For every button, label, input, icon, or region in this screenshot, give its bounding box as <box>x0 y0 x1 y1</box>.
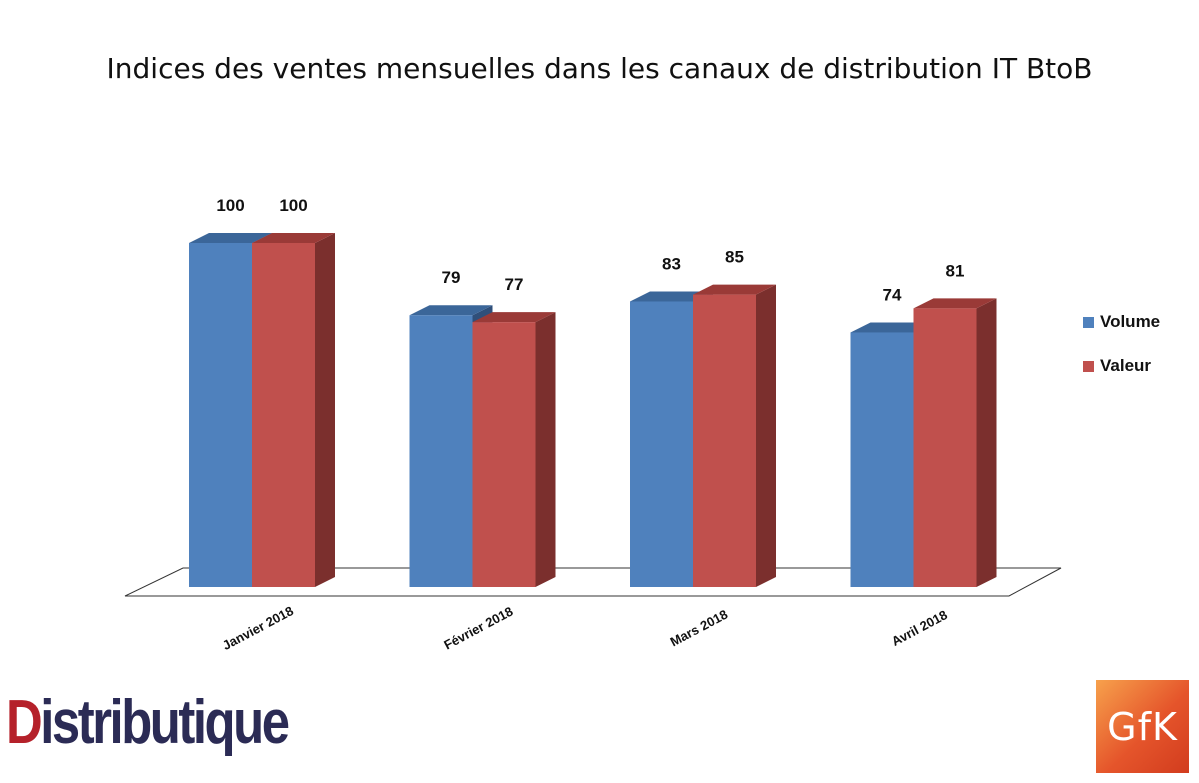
chart-title: Indices des ventes mensuelles dans les c… <box>106 52 1093 85</box>
x-tick-label: Février 2018 <box>441 604 515 653</box>
gfk-logo: GfK <box>1096 680 1189 773</box>
bar-valeur-3 <box>693 284 776 587</box>
data-label-volume-2: 79 <box>442 268 461 287</box>
bar-valeur-1 <box>252 233 335 587</box>
chart-legend: Volume Valeur <box>1083 300 1160 388</box>
legend-label: Valeur <box>1100 356 1152 375</box>
bar-valeur-4 <box>913 298 997 587</box>
data-label-volume-3: 83 <box>662 254 681 273</box>
legend-swatch <box>1083 360 1094 372</box>
data-label-valeur-1: 100 <box>279 196 307 215</box>
legend-label: Volume <box>1100 312 1161 331</box>
data-label-valeur-4: 81 <box>946 261 965 280</box>
data-label-valeur-3: 85 <box>725 248 744 267</box>
data-label-valeur-2: 77 <box>505 275 524 294</box>
legend-swatch <box>1083 316 1094 328</box>
data-label-volume-1: 100 <box>216 196 244 215</box>
data-label-volume-4: 74 <box>883 285 902 304</box>
bar-valeur-2 <box>472 312 556 587</box>
x-tick-label: Mars 2018 <box>668 607 731 650</box>
distributique-logo: Distributique <box>6 688 290 757</box>
legend-item-volume: Volume <box>1083 300 1160 344</box>
chart-floor <box>124 567 1062 597</box>
legend-item-valeur: Valeur <box>1083 344 1160 388</box>
x-tick-label: Janvier 2018 <box>220 603 296 653</box>
x-tick-label: Avril 2018 <box>889 607 950 649</box>
